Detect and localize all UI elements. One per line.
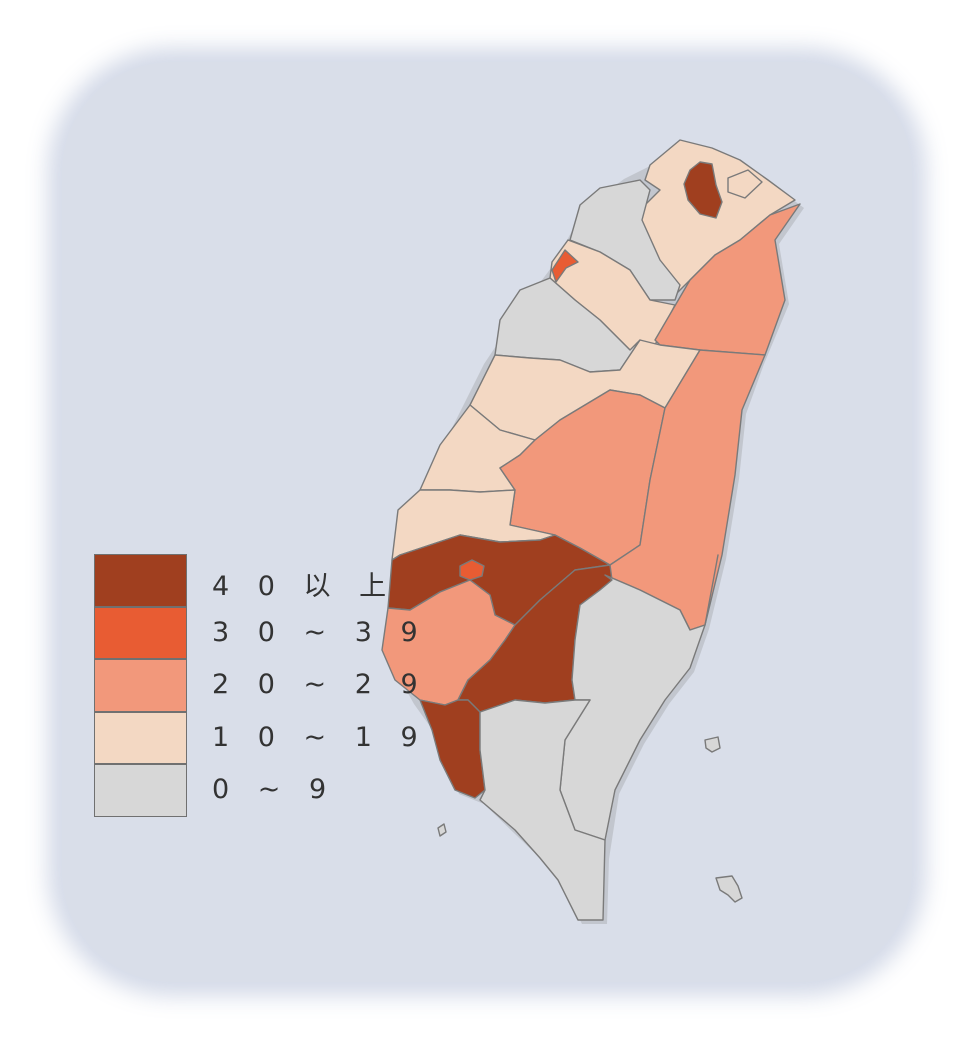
- region-hsinchu-city: [551, 249, 579, 283]
- legend-item: 1 0 ~ 1 9: [94, 711, 418, 764]
- legend-swatch: [94, 554, 187, 607]
- legend-swatch: [94, 711, 187, 764]
- region-xiaoliuqiu: [437, 823, 447, 837]
- legend-label: 2 0 ~ 2 9: [212, 669, 428, 700]
- region-chiayi-city: [459, 559, 485, 581]
- legend-swatch: [94, 606, 187, 659]
- legend-label: 0 ~ 9: [212, 774, 337, 805]
- legend-item: 0 ~ 9: [94, 764, 394, 817]
- legend-item: 3 0 ~ 3 9: [94, 606, 418, 659]
- region-taipei-city: [683, 161, 723, 219]
- legend-item: 4 0 以 上: [94, 554, 394, 607]
- legend-item: 2 0 ~ 2 9: [94, 659, 418, 712]
- region-pingtung-east: [479, 699, 606, 921]
- legend-swatch: [94, 764, 187, 817]
- region-taitung: [559, 554, 719, 841]
- legend-label: 3 0 ~ 3 9: [212, 616, 428, 648]
- region-green-island: [704, 736, 721, 753]
- region-orchid-island: [715, 875, 743, 903]
- legend-label: 1 0 ~ 1 9: [212, 721, 428, 753]
- legend-swatch: [94, 659, 187, 712]
- region-pingtung-west: [419, 699, 486, 799]
- region-keelung: [727, 169, 763, 199]
- legend: 4 0 以 上 3 0 ~ 3 9 2 0 ~ 2 9 1 0 ~ 1 9 0 …: [94, 554, 418, 817]
- legend-label: 4 0 以 上: [212, 571, 397, 602]
